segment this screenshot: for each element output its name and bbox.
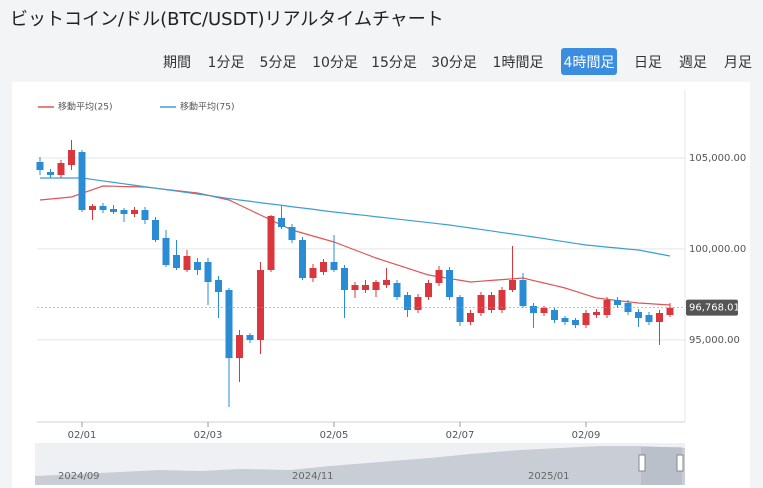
navigator-window[interactable]: [641, 447, 682, 485]
navigator-label: 2024/09: [58, 471, 100, 482]
y-tick-label: 105,000.00: [689, 153, 746, 164]
candle-body: [309, 268, 317, 278]
tab: 期間: [163, 55, 191, 71]
candle-body: [582, 313, 590, 325]
candle-body: [624, 303, 632, 312]
page-title: ビットコイン/ドル(BTC/USDT)リアルタイムチャート: [10, 9, 444, 30]
tab[interactable]: 30分足: [431, 55, 477, 71]
candle-body: [204, 262, 212, 282]
candle-body: [257, 270, 264, 340]
candle-body: [467, 313, 474, 322]
candle-body: [194, 262, 201, 270]
candle-body: [372, 282, 380, 290]
candle-body: [162, 238, 170, 265]
tab[interactable]: 10分足: [312, 55, 358, 71]
candle-body: [57, 163, 65, 175]
candle-body: [614, 300, 621, 305]
candle-body: [404, 295, 411, 310]
navigator-handle[interactable]: [638, 454, 646, 472]
candle-body: [267, 216, 275, 270]
tab[interactable]: 15分足: [371, 55, 417, 71]
candle-body: [425, 283, 432, 297]
candle-body: [666, 307, 674, 315]
legend-label: 移動平均(25): [58, 101, 112, 113]
candle-body: [593, 312, 600, 315]
legend-label: 移動平均(75): [180, 101, 234, 113]
candle-body: [68, 150, 75, 165]
candle-body: [341, 268, 348, 290]
candle-body: [152, 220, 159, 240]
candle-body: [278, 218, 285, 227]
navigator-area: [35, 446, 685, 485]
tab[interactable]: 5分足: [260, 55, 297, 71]
candle-body: [47, 172, 54, 175]
candle-body: [656, 313, 663, 322]
candle-body: [141, 210, 149, 220]
navigator-label: 2024/11: [292, 471, 334, 482]
candle-body: [540, 308, 548, 313]
navigator-handle[interactable]: [676, 454, 684, 472]
candle-body: [288, 227, 296, 240]
candle-body: [383, 280, 390, 285]
candle-body: [36, 162, 44, 170]
candle-body: [110, 209, 117, 212]
candle-body: [456, 297, 464, 322]
candle-body: [509, 280, 516, 290]
x-tick-label: 02/05: [320, 430, 349, 441]
last-price-label: 96,768.01: [689, 303, 740, 314]
tab[interactable]: 4時間足: [564, 55, 615, 71]
candle-body: [78, 152, 86, 210]
candle-body: [645, 315, 653, 322]
candle-body: [330, 262, 338, 270]
candle-body: [183, 256, 191, 270]
x-tick-label: 02/07: [446, 430, 475, 441]
candle-body: [414, 297, 422, 310]
candle-body: [99, 206, 107, 210]
candle-body: [488, 295, 495, 310]
candle-body: [561, 318, 569, 322]
candle-body: [635, 312, 642, 318]
y-tick-label: 95,000.00: [689, 335, 740, 346]
candle-body: [89, 206, 96, 210]
candle-body: [120, 210, 128, 214]
x-tick-label: 02/09: [572, 430, 601, 441]
candle-body: [225, 290, 233, 359]
candle-body: [530, 306, 537, 313]
candle-body: [131, 210, 138, 214]
tab[interactable]: 日足: [634, 55, 662, 71]
tab[interactable]: 1時間足: [493, 55, 544, 71]
x-tick-label: 02/03: [194, 430, 223, 441]
tab[interactable]: 週足: [679, 55, 707, 71]
candle-body: [246, 335, 254, 340]
y-tick-label: 100,000.00: [689, 244, 746, 255]
candle-body: [435, 270, 443, 283]
candle-body: [362, 285, 369, 290]
candle-body: [173, 255, 180, 268]
candle-body: [215, 280, 222, 292]
tab[interactable]: 月足: [724, 55, 752, 71]
candle-body: [519, 280, 527, 306]
candle-body: [477, 295, 485, 313]
candle-body: [572, 320, 579, 325]
moving-average-line: [40, 177, 671, 257]
last-price-box: [686, 299, 738, 316]
tab-active-bg[interactable]: [561, 48, 617, 75]
candle-body: [446, 270, 453, 297]
candle-body: [236, 335, 243, 359]
x-tick-label: 02/01: [68, 430, 97, 441]
candle-body: [351, 285, 359, 290]
chart-card: [12, 82, 750, 488]
candle-body: [299, 240, 306, 278]
tab[interactable]: 1分足: [208, 55, 245, 71]
candle-body: [551, 310, 558, 320]
candle-body: [320, 262, 327, 272]
candle-body: [393, 283, 401, 297]
navigator-label: 2025/01: [528, 471, 570, 482]
candle-body: [498, 290, 506, 310]
